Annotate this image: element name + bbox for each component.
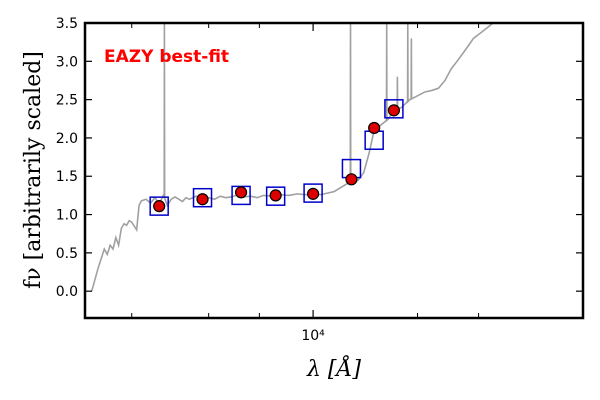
model-point xyxy=(192,187,213,208)
model-point xyxy=(384,99,404,119)
y-tick-label: 3.0 xyxy=(56,54,78,70)
y-tick-label: 1.0 xyxy=(56,208,78,224)
chart-title: EAZY best-fit xyxy=(104,47,229,67)
y-axis-label: fν [arbitrarily scaled] xyxy=(21,51,46,289)
sed-line xyxy=(90,23,494,292)
observed-point xyxy=(269,189,282,202)
plot-inner xyxy=(90,23,494,292)
observed-point xyxy=(234,186,248,199)
observed-point xyxy=(306,187,320,200)
observed-point xyxy=(368,121,381,135)
y-tick-label: 2.0 xyxy=(56,131,78,147)
y-tick-label: 1.5 xyxy=(56,169,78,185)
model-point xyxy=(303,183,323,203)
observed-point xyxy=(153,200,166,213)
observed-point xyxy=(196,193,209,206)
y-tick-label: 2.5 xyxy=(56,93,78,109)
y-tick-label: 0.0 xyxy=(56,284,78,300)
axis-ticks: 0.0 0.5 1.0 1.5 2.0 2.5 3.0 3.5 10⁴ xyxy=(56,16,583,344)
model-point xyxy=(149,196,169,216)
y-tick-label: 0.5 xyxy=(56,246,78,262)
x-axis-label: λ [Å] xyxy=(306,354,361,382)
observed-point xyxy=(387,104,401,117)
model-point xyxy=(265,186,286,206)
y-tick-label: 3.5 xyxy=(56,16,78,32)
x-tick-label: 10⁴ xyxy=(301,328,325,344)
plot-area xyxy=(90,23,494,292)
observed-point xyxy=(345,173,358,186)
plot-frame xyxy=(83,21,585,320)
